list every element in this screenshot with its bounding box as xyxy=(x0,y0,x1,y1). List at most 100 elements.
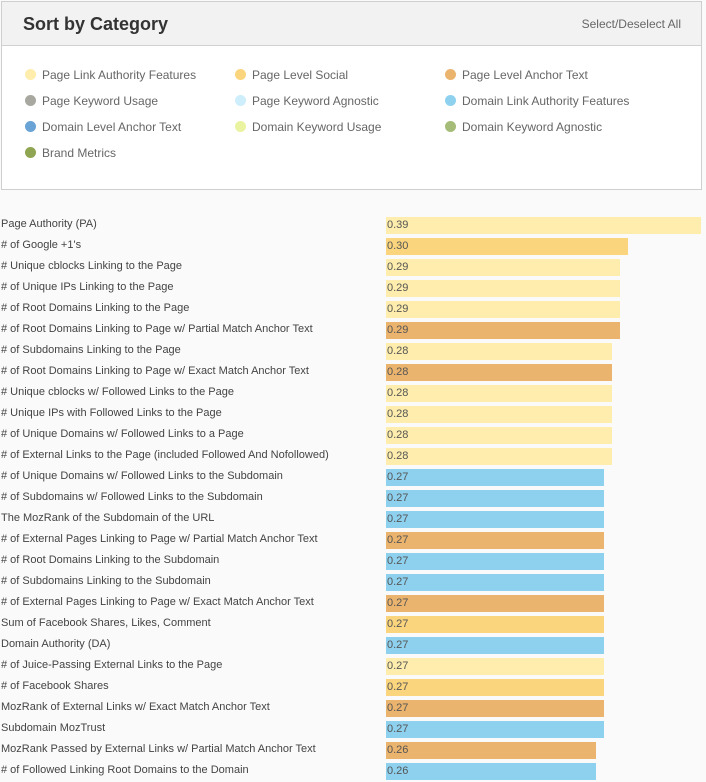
row-label: Subdomain MozTrust xyxy=(1,722,106,734)
legend-dot-icon xyxy=(235,121,246,132)
row-label: # of Followed Linking Root Domains to th… xyxy=(1,764,249,776)
bar-value-label: 0.29 xyxy=(387,303,409,315)
row-label: MozRank Passed by External Links w/ Part… xyxy=(1,743,316,755)
bar xyxy=(386,427,612,444)
bar-value-label: 0.28 xyxy=(387,429,409,441)
chart-row: # of Google +1's 0.30 xyxy=(0,236,706,257)
chart-row: # of External Pages Linking to Page w/ P… xyxy=(0,530,706,551)
bar xyxy=(386,658,604,675)
legend-label: Page Keyword Agnostic xyxy=(252,94,379,108)
bar-value-label: 0.27 xyxy=(387,471,409,483)
bar xyxy=(386,364,612,381)
legend-item-dlaf[interactable]: Domain Link Authority Features xyxy=(445,94,629,108)
chart-row: # of Juice-Passing External Links to the… xyxy=(0,656,706,677)
row-label: # of Root Domains Linking to the Subdoma… xyxy=(1,554,220,566)
bar xyxy=(386,553,604,570)
row-label: # Unique cblocks Linking to the Page xyxy=(1,260,183,272)
legend-item-plat[interactable]: Page Level Anchor Text xyxy=(445,68,588,82)
legend-item-dlat[interactable]: Domain Level Anchor Text xyxy=(25,120,181,134)
legend-item-plaf[interactable]: Page Link Authority Features xyxy=(25,68,196,82)
bar xyxy=(386,217,701,234)
chart-row: # of Unique Domains w/ Followed Links to… xyxy=(0,425,706,446)
legend-dot-icon xyxy=(25,95,36,106)
legend-item-pls[interactable]: Page Level Social xyxy=(235,68,348,82)
chart-row: # of Root Domains Linking to Page w/ Exa… xyxy=(0,362,706,383)
bar xyxy=(386,616,604,633)
chart-row: # of Unique IPs Linking to the Page 0.29 xyxy=(0,278,706,299)
bar xyxy=(386,385,612,402)
bar-value-label: 0.27 xyxy=(387,702,409,714)
bar xyxy=(386,679,604,696)
bar-value-label: 0.28 xyxy=(387,345,409,357)
bar xyxy=(386,322,620,339)
legend-item-pka[interactable]: Page Keyword Agnostic xyxy=(235,94,379,108)
bar xyxy=(386,637,604,654)
chart-row: # of Subdomains Linking to the Page 0.28 xyxy=(0,341,706,362)
legend-dot-icon xyxy=(445,95,456,106)
legend-item-dka[interactable]: Domain Keyword Agnostic xyxy=(445,120,602,134)
row-label: # of Unique Domains w/ Followed Links to… xyxy=(1,428,244,440)
chart-row: # of Facebook Shares 0.27 xyxy=(0,677,706,698)
legend-label: Page Level Social xyxy=(252,68,349,82)
bar xyxy=(386,490,604,507)
bar-value-label: 0.28 xyxy=(387,408,409,420)
bar xyxy=(386,574,604,591)
legend-dot-icon xyxy=(235,95,246,106)
bar-value-label: 0.27 xyxy=(387,576,409,588)
bar-value-label: 0.27 xyxy=(387,597,409,609)
select-deselect-all-link[interactable]: Select/Deselect All xyxy=(581,17,681,31)
bar xyxy=(386,259,620,276)
row-label: # of Root Domains Linking to Page w/ Par… xyxy=(1,323,313,335)
bar xyxy=(386,763,596,780)
bar-value-label: 0.27 xyxy=(387,513,409,525)
chart-row: # of Followed Linking Root Domains to th… xyxy=(0,761,706,782)
row-label: # of Facebook Shares xyxy=(1,680,109,692)
row-label: # of External Links to the Page (include… xyxy=(1,449,329,461)
bar-value-label: 0.29 xyxy=(387,324,409,336)
row-label: # of Juice-Passing External Links to the… xyxy=(1,659,223,671)
row-label: The MozRank of the Subdomain of the URL xyxy=(1,512,215,524)
row-label: # Unique IPs with Followed Links to the … xyxy=(1,407,222,419)
bar-value-label: 0.30 xyxy=(387,240,409,252)
row-label: # of Unique IPs Linking to the Page xyxy=(1,281,174,293)
legend-label: Page Link Authority Features xyxy=(42,68,197,82)
bar-value-label: 0.27 xyxy=(387,681,409,693)
row-label: # of Root Domains Linking to the Page xyxy=(1,302,190,314)
bar xyxy=(386,406,612,423)
legend-label: Page Keyword Usage xyxy=(42,94,159,108)
row-label: # of Unique Domains w/ Followed Links to… xyxy=(1,470,283,482)
legend-item-bm[interactable]: Brand Metrics xyxy=(25,146,116,160)
legend-item-pku[interactable]: Page Keyword Usage xyxy=(25,94,158,108)
row-label: Page Authority (PA) xyxy=(1,218,97,230)
bar xyxy=(386,532,604,549)
bar xyxy=(386,469,604,486)
row-label: # of Subdomains w/ Followed Links to the… xyxy=(1,491,263,503)
bar-value-label: 0.26 xyxy=(387,744,409,756)
chart-row: # of Unique Domains w/ Followed Links to… xyxy=(0,467,706,488)
bar-value-label: 0.29 xyxy=(387,261,409,273)
chart-row: MozRank Passed by External Links w/ Part… xyxy=(0,740,706,761)
row-label: # of Subdomains Linking to the Page xyxy=(1,344,181,356)
row-label: Domain Authority (DA) xyxy=(1,638,111,650)
legend-dot-icon xyxy=(25,121,36,132)
row-label: MozRank of External Links w/ Exact Match… xyxy=(1,701,270,713)
bar-value-label: 0.27 xyxy=(387,534,409,546)
row-label: Sum of Facebook Shares, Likes, Comment xyxy=(1,617,211,629)
chart-row: # Unique cblocks Linking to the Page 0.29 xyxy=(0,257,706,278)
chart-row: Domain Authority (DA) 0.27 xyxy=(0,635,706,656)
legend-dot-icon xyxy=(445,69,456,80)
legend-dot-icon xyxy=(25,147,36,158)
chart-row: The MozRank of the Subdomain of the URL 0… xyxy=(0,509,706,530)
chart-row: # Unique cblocks w/ Followed Links to th… xyxy=(0,383,706,404)
row-label: # Unique cblocks w/ Followed Links to th… xyxy=(1,386,234,398)
bar-value-label: 0.27 xyxy=(387,618,409,630)
bar xyxy=(386,238,628,255)
legend-label: Page Level Anchor Text xyxy=(462,68,588,82)
legend-dot-icon xyxy=(25,69,36,80)
row-label: # of External Pages Linking to Page w/ P… xyxy=(1,533,318,545)
row-label: # of Root Domains Linking to Page w/ Exa… xyxy=(1,365,309,377)
bar-value-label: 0.27 xyxy=(387,660,409,672)
chart-row: # of Subdomains Linking to the Subdomain… xyxy=(0,572,706,593)
panel-header: Sort by Category Select/Deselect All xyxy=(2,2,701,46)
legend-item-dku[interactable]: Domain Keyword Usage xyxy=(235,120,381,134)
